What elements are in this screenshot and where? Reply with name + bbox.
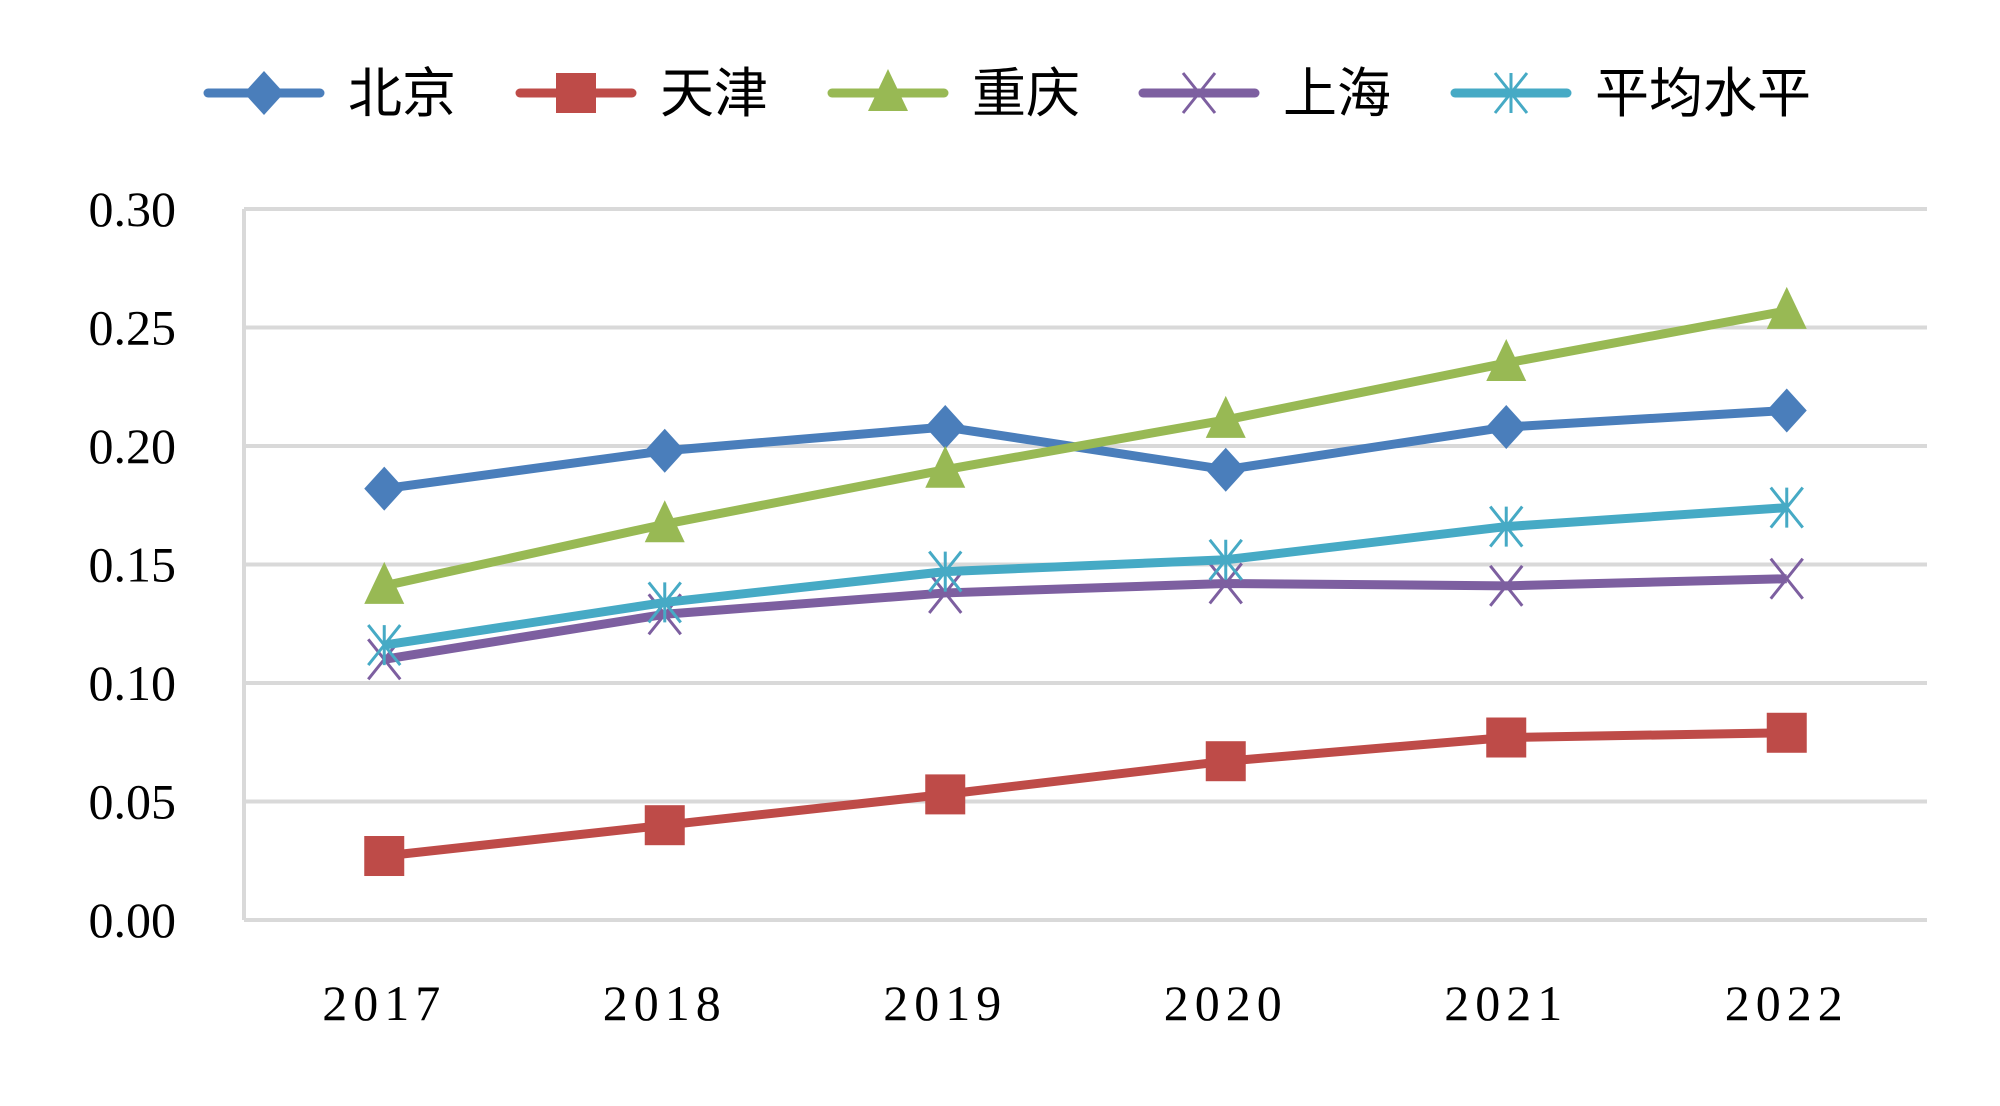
x-tick-label: 2019	[883, 975, 1007, 1031]
triangle-marker	[925, 445, 966, 488]
y-tick-label: 0.30	[89, 181, 177, 237]
legend-item: 平均水平	[1450, 62, 1811, 125]
triangle-marker	[1205, 395, 1246, 438]
y-axis-ticks: 0.00 0.05 0.10 0.15 0.20 0.25 0.30	[89, 181, 177, 948]
triangle-marker	[1766, 286, 1807, 329]
triangle-marker	[1486, 339, 1527, 382]
y-tick-label: 0.10	[89, 655, 177, 711]
asterisk-marker	[1769, 486, 1804, 529]
diamond-marker	[1766, 388, 1807, 433]
series-2	[364, 286, 1807, 604]
asterisk-marker	[1208, 538, 1243, 581]
x-tick-label: 2018	[603, 975, 727, 1031]
x-marker	[1208, 562, 1243, 605]
legend-item: 重庆	[827, 62, 1080, 125]
x-marker	[1489, 564, 1524, 607]
x-tick-label: 2017	[322, 975, 446, 1031]
x-tick-label: 2020	[1164, 975, 1288, 1031]
x-tick-label: 2021	[1444, 975, 1568, 1031]
legend-label: 平均水平	[1595, 62, 1811, 125]
series-line	[383, 405, 1788, 494]
x-marker	[1769, 557, 1804, 600]
y-tick-label: 0.05	[89, 774, 177, 830]
series-line	[383, 503, 1788, 650]
series-line	[383, 728, 1787, 861]
series-line	[383, 306, 1788, 591]
series-1	[364, 712, 1807, 877]
square-marker	[1766, 712, 1807, 753]
diamond-marker	[1486, 405, 1527, 450]
y-tick-label: 0.25	[89, 300, 177, 356]
square-marker	[644, 805, 685, 846]
y-tick-label: 0.00	[89, 892, 177, 948]
legend-label: 重庆	[972, 62, 1080, 125]
square-marker	[364, 836, 405, 877]
square-marker	[925, 774, 966, 815]
square-marker	[1486, 717, 1527, 758]
x-tick-label: 2022	[1725, 975, 1849, 1031]
legend-item: 天津	[515, 62, 768, 125]
triangle-marker	[868, 69, 908, 111]
diamond-marker	[364, 466, 405, 511]
series-line	[383, 574, 1787, 664]
series-4	[367, 486, 1804, 667]
diamond-marker	[644, 428, 685, 473]
asterisk-marker	[1493, 72, 1529, 114]
x-marker	[928, 572, 963, 614]
y-tick-label: 0.20	[89, 418, 177, 474]
asterisk-marker	[367, 624, 402, 667]
legend-item: 北京	[203, 62, 456, 125]
legend-label: 天津	[660, 62, 768, 125]
series-lines	[364, 286, 1807, 877]
x-axis-ticks: 2017 2018 2019 2020 2021 2022	[322, 975, 1849, 1031]
asterisk-marker	[928, 550, 963, 593]
legend: 北京 天津 重庆 上海 平均水平	[203, 62, 1811, 125]
legend-item: 上海	[1138, 62, 1391, 125]
diamond-marker	[244, 71, 284, 115]
x-marker	[1181, 72, 1217, 114]
square-marker	[556, 73, 596, 113]
square-marker	[1205, 741, 1246, 782]
series-0	[364, 388, 1807, 511]
legend-label: 北京	[348, 62, 456, 125]
asterisk-marker	[647, 581, 682, 624]
asterisk-marker	[1489, 505, 1524, 548]
diamond-marker	[925, 405, 966, 450]
triangle-marker	[364, 561, 405, 604]
y-tick-label: 0.15	[89, 537, 177, 593]
triangle-marker	[644, 500, 685, 543]
diamond-marker	[1205, 447, 1246, 492]
legend-label: 上海	[1283, 62, 1391, 125]
